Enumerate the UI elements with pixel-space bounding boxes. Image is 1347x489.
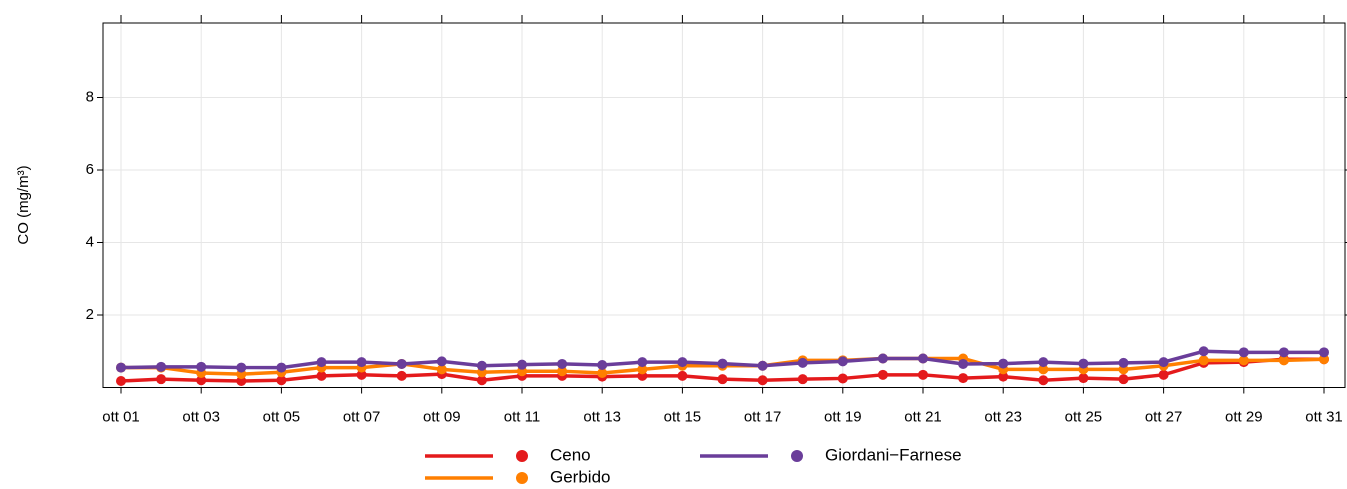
data-point xyxy=(637,364,648,375)
y-tick-label: 6 xyxy=(86,161,94,178)
data-point xyxy=(597,368,608,378)
data-point xyxy=(557,358,568,369)
data-point xyxy=(1038,375,1049,386)
data-point xyxy=(236,375,247,386)
data-point xyxy=(156,361,167,372)
data-point xyxy=(1158,369,1169,380)
data-point xyxy=(1278,347,1289,358)
data-point xyxy=(837,356,848,367)
data-point xyxy=(797,357,808,368)
data-point xyxy=(116,375,126,386)
data-point xyxy=(1278,355,1289,366)
data-point xyxy=(396,358,407,369)
data-point xyxy=(476,360,487,371)
data-point xyxy=(958,373,969,384)
x-tick-label: ott 23 xyxy=(984,408,1022,425)
data-point xyxy=(1319,354,1329,365)
x-tick-label: ott 15 xyxy=(664,408,702,425)
data-point xyxy=(1078,373,1089,384)
x-tick-label: ott 09 xyxy=(423,408,461,425)
y-tick-label: 8 xyxy=(86,88,94,105)
data-point xyxy=(236,362,247,373)
data-point xyxy=(717,374,728,385)
data-point xyxy=(156,374,167,385)
data-point xyxy=(517,359,527,370)
legend-label: Giordani−Farnese xyxy=(825,445,962,464)
data-point xyxy=(316,357,327,368)
x-tick-label: ott 05 xyxy=(263,408,301,425)
data-point xyxy=(1038,364,1049,375)
data-point xyxy=(1238,355,1249,366)
legend-marker xyxy=(516,450,528,462)
x-tick-label: ott 25 xyxy=(1065,408,1103,425)
data-point xyxy=(1078,358,1089,369)
data-point xyxy=(877,369,888,380)
data-point xyxy=(637,357,648,368)
legend-marker xyxy=(516,472,528,484)
data-point xyxy=(998,371,1009,382)
x-tick-label: ott 17 xyxy=(744,408,782,425)
data-point xyxy=(1238,347,1249,358)
data-point xyxy=(436,364,447,375)
legend-label: Ceno xyxy=(550,445,591,464)
data-point xyxy=(1319,347,1329,358)
x-tick-label: ott 07 xyxy=(343,408,381,425)
data-point xyxy=(757,375,768,386)
x-tick-label: ott 19 xyxy=(824,408,862,425)
data-point xyxy=(196,361,207,372)
data-point xyxy=(918,353,928,364)
data-point xyxy=(276,375,287,386)
data-point xyxy=(1038,357,1049,368)
x-tick-label: ott 13 xyxy=(583,408,621,425)
data-point xyxy=(1198,346,1209,357)
x-tick-label: ott 01 xyxy=(102,408,140,425)
x-tick-label: ott 11 xyxy=(504,408,540,425)
data-point xyxy=(276,362,287,373)
data-point xyxy=(1198,355,1209,366)
data-point xyxy=(877,353,888,364)
data-point xyxy=(757,360,768,371)
legend: Ceno Gerbido Giordani−Farnese xyxy=(425,445,962,486)
data-point xyxy=(356,369,367,380)
data-point xyxy=(918,369,928,380)
data-point xyxy=(677,370,688,381)
data-point xyxy=(998,358,1009,369)
legend-label: Gerbido xyxy=(550,467,610,486)
x-tick-label: ott 31 xyxy=(1305,408,1343,425)
data-point xyxy=(797,374,808,385)
data-point xyxy=(116,362,126,373)
x-tick-label: ott 29 xyxy=(1225,408,1263,425)
data-point xyxy=(436,356,447,367)
x-tick-label: ott 03 xyxy=(182,408,220,425)
data-point xyxy=(476,375,487,386)
grid xyxy=(103,25,1345,388)
y-tick-label: 2 xyxy=(86,306,94,323)
data-point xyxy=(396,370,407,381)
data-point xyxy=(1118,357,1129,368)
legend-marker xyxy=(791,450,803,462)
x-tick-label: ott 21 xyxy=(904,408,942,425)
data-point xyxy=(958,358,969,369)
data-point xyxy=(356,357,367,368)
data-point xyxy=(1158,357,1169,368)
data-point xyxy=(557,366,568,377)
data-point xyxy=(316,370,327,381)
data-point xyxy=(196,375,207,386)
data-point xyxy=(597,360,608,371)
data-point xyxy=(837,373,848,384)
data-point xyxy=(1118,374,1129,385)
data-point xyxy=(717,358,728,369)
plot-frame xyxy=(102,22,1346,388)
x-tick-label: ott 27 xyxy=(1145,408,1183,425)
data-point xyxy=(677,357,688,368)
y-tick-label: 4 xyxy=(86,233,94,250)
y-axis-label: CO (mg/m³) xyxy=(15,165,32,244)
